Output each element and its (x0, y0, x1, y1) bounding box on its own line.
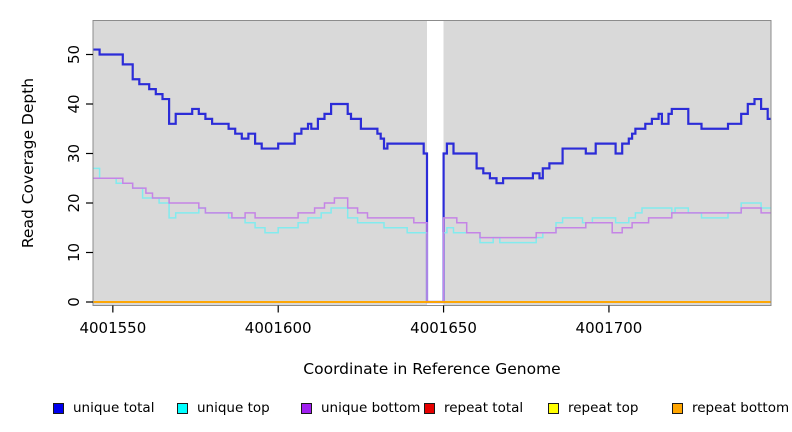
legend-item-unique-top: unique top (177, 399, 270, 417)
legend-swatch-repeat-top (548, 402, 559, 414)
coverage-gap-band (427, 20, 444, 306)
legend-swatch-unique-bottom (301, 402, 312, 414)
x-tick-label: 4001550 (79, 319, 146, 337)
chart-legend: unique total unique top unique bottom repea… (0, 399, 792, 417)
legend-item-repeat-bottom: repeat bottom (672, 399, 789, 417)
y-tick-label: 50 (65, 45, 83, 64)
series-unique-bottom-line (93, 177, 771, 303)
series-unique-total-line (93, 48, 771, 304)
x-tick-label: 4001650 (410, 319, 477, 337)
x-axis-title: Coordinate in Reference Genome (303, 360, 561, 378)
legend-label: unique total (73, 400, 155, 416)
legend-swatch-repeat-bottom (672, 402, 683, 414)
legend-item-unique-total: unique total (53, 399, 154, 417)
legend-item-repeat-top: repeat top (548, 399, 638, 417)
legend-label: unique top (197, 400, 270, 416)
y-tick-label: 40 (65, 94, 83, 113)
y-axis-title: Read Coverage Depth (19, 77, 37, 249)
legend-swatch-repeat-total (424, 402, 435, 414)
x-tick-label: 4001600 (245, 319, 312, 337)
x-tick-label: 4001700 (576, 319, 643, 337)
plot-border (92, 20, 772, 306)
y-tick-label: 10 (65, 243, 83, 262)
legend-item-repeat-total: repeat total (424, 399, 523, 417)
legend-swatch-unique-top (177, 402, 188, 414)
y-tick-label: 20 (65, 193, 83, 212)
legend-label: unique bottom (321, 400, 421, 416)
coverage-plot: 0 10 20 30 40 50 4001550 4001600 4001650 4001700 (65, 20, 772, 337)
legend-label: repeat top (568, 400, 639, 416)
legend-item-unique-bottom: unique bottom (301, 399, 420, 417)
y-tick-label: 0 (65, 297, 83, 307)
legend-label: repeat total (444, 400, 524, 416)
y-tick-label: 30 (65, 144, 83, 163)
legend-label: repeat bottom (692, 400, 790, 416)
legend-swatch-unique-total (53, 402, 64, 414)
